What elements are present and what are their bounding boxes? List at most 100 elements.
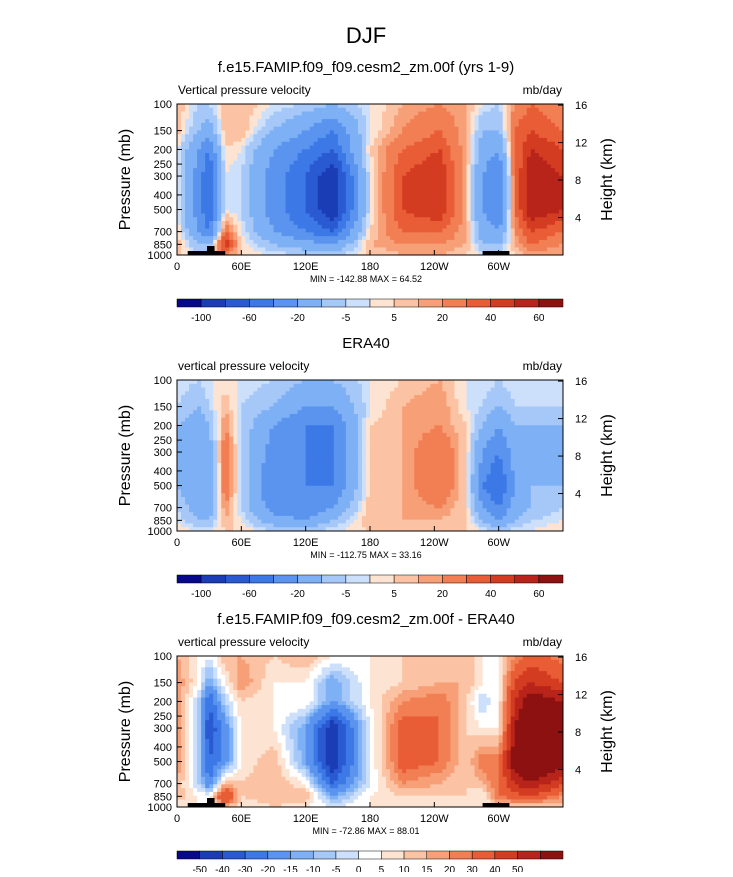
field-cell — [201, 176, 205, 180]
field-cell — [515, 232, 519, 236]
field-cell — [507, 210, 511, 214]
field-cell — [314, 380, 318, 384]
field-cell — [483, 418, 487, 422]
field-cell — [294, 180, 298, 184]
field-cell — [438, 127, 442, 131]
field-cell — [471, 229, 475, 233]
field-cell — [330, 395, 334, 399]
field-cell — [294, 410, 298, 414]
field-cell — [233, 187, 237, 191]
field-cell — [551, 198, 555, 202]
field-cell — [237, 183, 241, 187]
field-cell — [386, 176, 390, 180]
field-cell — [177, 225, 181, 229]
field-cell — [523, 384, 527, 388]
field-cell — [398, 399, 402, 403]
field-cell — [278, 206, 282, 210]
field-cell — [257, 104, 261, 108]
field-cell — [458, 244, 462, 248]
field-cell — [265, 221, 269, 225]
field-cell — [310, 112, 314, 116]
field-cell — [543, 142, 547, 146]
field-cell — [265, 213, 269, 217]
field-cell — [334, 187, 338, 191]
field-cell — [523, 202, 527, 206]
field-cell — [374, 130, 378, 134]
field-cell — [282, 119, 286, 123]
field-cell — [290, 240, 294, 244]
field-cell — [366, 142, 370, 146]
field-cell — [382, 138, 386, 142]
field-cell — [278, 164, 282, 168]
field-cell — [330, 183, 334, 187]
field-cell — [491, 240, 495, 244]
field-cell — [499, 198, 503, 202]
field-cell — [274, 176, 278, 180]
field-cell — [229, 236, 233, 240]
field-cell — [402, 180, 406, 184]
field-cell — [438, 210, 442, 214]
field-cell — [241, 202, 245, 206]
field-cell — [366, 380, 370, 384]
field-cell — [487, 127, 491, 131]
field-cell — [442, 391, 446, 395]
field-cell — [185, 172, 189, 176]
field-cell — [177, 388, 181, 392]
field-cell — [257, 225, 261, 229]
field-cell — [229, 240, 233, 244]
field-cell — [503, 115, 507, 119]
field-cell — [398, 112, 402, 116]
field-cell — [217, 210, 221, 214]
field-cell — [338, 161, 342, 165]
field-cell — [326, 240, 330, 244]
colorbar-swatch — [418, 299, 442, 307]
field-cell — [462, 187, 466, 191]
field-cell — [249, 384, 253, 388]
field-cell — [491, 138, 495, 142]
field-cell — [265, 130, 269, 134]
field-cell — [551, 157, 555, 161]
field-cell — [390, 229, 394, 233]
field-cell — [265, 406, 269, 410]
field-cell — [346, 206, 350, 210]
field-cell — [274, 172, 278, 176]
field-cell — [233, 191, 237, 195]
field-cell — [454, 388, 458, 392]
field-cell — [555, 191, 559, 195]
field-cell — [241, 395, 245, 399]
field-cell — [185, 183, 189, 187]
field-cell — [519, 247, 523, 251]
field-cell — [185, 422, 189, 426]
field-cell — [507, 229, 511, 233]
field-cell — [467, 108, 471, 112]
field-cell — [535, 403, 539, 407]
field-cell — [458, 119, 462, 123]
field-cell — [290, 217, 294, 221]
field-cell — [495, 180, 499, 184]
field-cell — [334, 172, 338, 176]
field-cell — [217, 229, 221, 233]
field-cell — [334, 149, 338, 153]
field-cell — [422, 240, 426, 244]
field-cell — [414, 221, 418, 225]
field-cell — [382, 142, 386, 146]
field-cell — [434, 176, 438, 180]
field-cell — [185, 161, 189, 165]
field-cell — [330, 202, 334, 206]
field-cell — [487, 138, 491, 142]
field-cell — [265, 403, 269, 407]
field-cell — [205, 112, 209, 116]
field-cell — [342, 418, 346, 422]
field-cell — [298, 213, 302, 217]
field-cell — [442, 123, 446, 127]
field-cell — [314, 108, 318, 112]
field-cell — [406, 108, 410, 112]
field-cell — [434, 198, 438, 202]
field-cell — [362, 168, 366, 172]
field-cell — [233, 104, 237, 108]
field-cell — [475, 180, 479, 184]
field-cell — [394, 399, 398, 403]
field-cell — [551, 119, 555, 123]
field-cell — [330, 112, 334, 116]
field-cell — [442, 130, 446, 134]
